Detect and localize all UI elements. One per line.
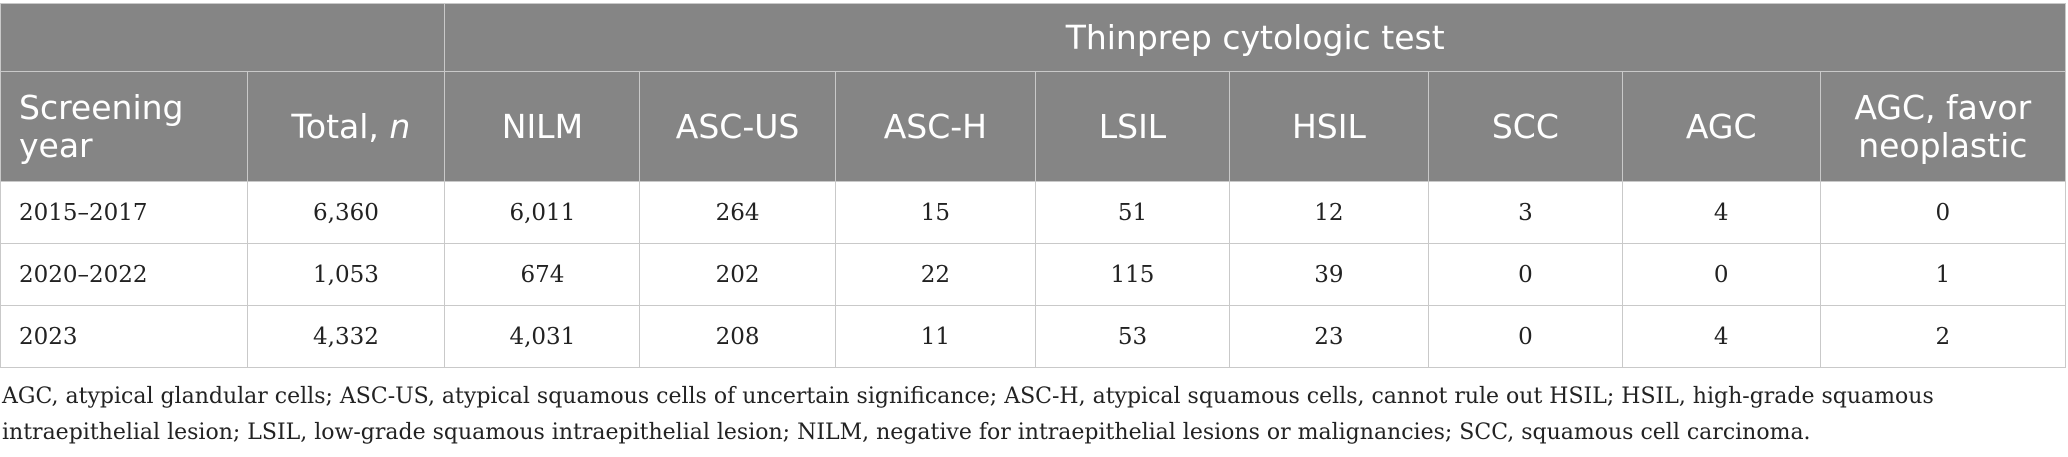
cell-hsil: 39 <box>1228 243 1429 306</box>
col-header-ascus: ASC-US <box>639 71 836 182</box>
cell-scc: 3 <box>1427 181 1623 244</box>
cell-ascus: 208 <box>639 305 836 368</box>
table-row: 2020–2022 1,053 674 202 22 115 39 0 0 1 <box>0 243 2067 306</box>
cell-agc: 0 <box>1621 243 1821 306</box>
col-header-agc: AGC <box>1621 71 1821 182</box>
cell-scc: 0 <box>1427 305 1623 368</box>
cell-total: 6,360 <box>246 181 446 244</box>
cell-lsil: 115 <box>1035 243 1230 306</box>
cell-ascus: 202 <box>639 243 836 306</box>
cell-hsil: 23 <box>1228 305 1429 368</box>
cell-asch: 11 <box>834 305 1037 368</box>
cell-year: 2023 <box>0 305 248 368</box>
cytology-results-table: Thinprep cytologic test Screening year T… <box>0 3 2067 368</box>
cell-nilm: 674 <box>444 243 641 306</box>
cell-asch: 15 <box>834 181 1037 244</box>
header-column-row: Screening year Total, n NILM ASC-US ASC-… <box>0 71 2067 182</box>
header-group-row: Thinprep cytologic test <box>0 3 2066 72</box>
cell-nilm: 4,031 <box>444 305 641 368</box>
col-header-agc-favor-neoplastic: AGC, favor neoplastic <box>1819 71 2067 182</box>
group-header-thinprep: Thinprep cytologic test <box>444 3 2066 72</box>
col-header-total: Total, n <box>246 71 446 182</box>
table-body: 2015–2017 6,360 6,011 264 15 51 12 3 4 0… <box>0 181 2067 368</box>
cell-nilm: 6,011 <box>444 181 641 244</box>
cell-agc-favor-neoplastic: 0 <box>1819 181 2067 244</box>
cell-hsil: 12 <box>1228 181 1429 244</box>
col-header-total-label: Total, <box>291 106 390 146</box>
col-header-total-n: n <box>389 106 411 146</box>
cell-ascus: 264 <box>639 181 836 244</box>
table-footnote: AGC, atypical glandular cells; ASC-US, a… <box>2 384 1934 445</box>
cell-agc: 4 <box>1621 305 1821 368</box>
table-row: 2023 4,332 4,031 208 11 53 23 0 4 2 <box>0 305 2067 368</box>
cell-total: 1,053 <box>246 243 446 306</box>
col-header-hsil: HSIL <box>1228 71 1429 182</box>
col-header-scc: SCC <box>1427 71 1623 182</box>
header-blank-cell <box>0 3 446 72</box>
table-row: 2015–2017 6,360 6,011 264 15 51 12 3 4 0 <box>0 181 2067 244</box>
cell-agc: 4 <box>1621 181 1821 244</box>
cell-scc: 0 <box>1427 243 1623 306</box>
col-header-nilm: NILM <box>444 71 641 182</box>
cell-year: 2015–2017 <box>0 181 248 244</box>
cell-agc-favor-neoplastic: 1 <box>1819 243 2067 306</box>
cell-lsil: 53 <box>1035 305 1230 368</box>
col-header-asch: ASC-H <box>834 71 1037 182</box>
cell-agc-favor-neoplastic: 2 <box>1819 305 2067 368</box>
table-header: Thinprep cytologic test Screening year T… <box>0 3 2067 182</box>
cell-lsil: 51 <box>1035 181 1230 244</box>
cell-asch: 22 <box>834 243 1037 306</box>
cell-year: 2020–2022 <box>0 243 248 306</box>
col-header-lsil: LSIL <box>1035 71 1230 182</box>
cell-total: 4,332 <box>246 305 446 368</box>
col-header-screening-year: Screening year <box>0 71 248 182</box>
